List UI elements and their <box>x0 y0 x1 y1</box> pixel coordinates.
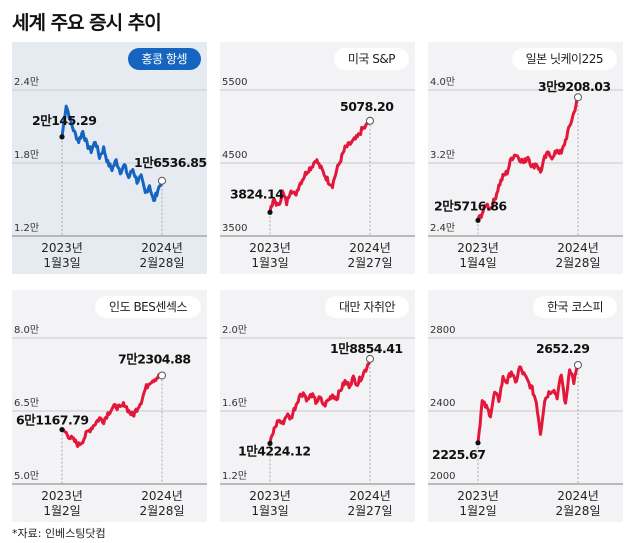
chart-panel: 2.4만 1.8만 1.2만 2만145.29 1만6536.85 2023년 1월3일 20… <box>12 42 207 274</box>
y-tick-label: 2.4만 <box>430 222 455 234</box>
y-tick-label: 2.4만 <box>14 76 39 88</box>
chart-title-pill: 미국 S&P <box>333 48 409 70</box>
end-value-label: 3만9208.03 <box>538 79 611 94</box>
start-value-label: 3824.14 <box>230 186 284 201</box>
y-tick-label: 6.5만 <box>14 397 39 409</box>
y-tick-label: 4.0만 <box>430 76 455 88</box>
y-tick-label: 2.0만 <box>222 324 247 336</box>
chart-panel: 2800 2400 2000 2225.67 2652.29 2023년 1월2일 2024년… <box>428 290 623 522</box>
chart-panel: 4.0만 3.2만 2.4만 2만5716.86 3만9208.03 2023년 1월4일 2… <box>428 42 623 274</box>
chart-title-pill: 일본 닛케이225 <box>511 48 617 70</box>
start-value-label: 2225.67 <box>432 447 485 462</box>
x-date-label: 1월2일 <box>43 504 80 518</box>
series-line <box>61 373 163 449</box>
y-tick-label: 2800 <box>430 325 455 336</box>
y-tick-label: 1.8만 <box>14 149 39 161</box>
x-year-label: 2023년 <box>41 489 83 503</box>
x-date-label: 2월28일 <box>140 256 185 270</box>
chart-panel: 5500 4500 3500 3824.14 5078.20 2023년 1월3일 2024년… <box>220 42 415 274</box>
x-date-label: 1월2일 <box>459 504 496 518</box>
series-line <box>60 104 164 203</box>
end-value-label: 5078.20 <box>340 99 394 114</box>
start-point <box>267 209 273 215</box>
y-tick-label: 1.2만 <box>222 470 247 482</box>
x-date-label: 1월3일 <box>43 256 80 270</box>
y-tick-label: 3500 <box>222 223 247 234</box>
start-value-label: 2만5716.86 <box>434 198 507 213</box>
x-date-label: 2월27일 <box>348 504 393 518</box>
x-date-label: 2월28일 <box>556 504 601 518</box>
y-tick-label: 2400 <box>430 398 455 409</box>
x-year-label: 2024년 <box>349 241 391 255</box>
x-year-label: 2024년 <box>557 489 599 503</box>
y-tick-label: 1.2만 <box>14 222 39 234</box>
end-point <box>574 360 582 369</box>
start-value-label: 1만4224.12 <box>238 443 311 458</box>
chart-panel: 8.0만 6.5만 5.0만 6만1167.79 7만2304.88 2023년 1월2일 2… <box>12 290 207 522</box>
chart-panel: 2.0만 1.6만 1.2만 1만4224.12 1만8854.41 2023년 1월3일 2… <box>220 290 415 522</box>
end-point <box>158 371 166 380</box>
end-point <box>158 176 166 185</box>
series-line <box>476 96 580 221</box>
start-point <box>475 440 481 446</box>
x-year-label: 2023년 <box>41 241 83 255</box>
x-year-label: 2024년 <box>141 241 183 255</box>
chart-title-pill: 홍콩 항셍 <box>127 48 201 70</box>
y-tick-label: 5500 <box>222 77 247 88</box>
start-point <box>59 134 65 140</box>
x-year-label: 2024년 <box>557 241 599 255</box>
x-date-label: 2월28일 <box>556 256 601 270</box>
x-date-label: 1월4일 <box>459 256 496 270</box>
start-point <box>59 427 65 433</box>
x-year-label: 2023년 <box>249 489 291 503</box>
source-note: *자료: 인베스팅닷컴 <box>12 527 106 540</box>
end-point <box>366 354 374 363</box>
chart-title-pill: 대만 자취안 <box>324 296 409 318</box>
series-line <box>476 364 580 443</box>
x-year-label: 2024년 <box>349 489 391 503</box>
start-value-label: 6만1167.79 <box>16 413 89 428</box>
y-tick-label: 4500 <box>222 150 247 161</box>
page-title: 세계 주요 증시 추이 <box>12 12 162 34</box>
x-year-label: 2023년 <box>457 241 499 255</box>
x-date-label: 1월3일 <box>251 256 288 270</box>
x-year-label: 2023년 <box>249 241 291 255</box>
y-tick-label: 1.6만 <box>222 397 247 409</box>
x-date-label: 2월27일 <box>348 256 393 270</box>
end-value-label: 7만2304.88 <box>118 351 191 366</box>
x-date-label: 1월3일 <box>251 504 288 518</box>
end-value-label: 2652.29 <box>536 341 589 356</box>
end-point <box>574 93 582 102</box>
start-value-label: 2만145.29 <box>32 113 96 128</box>
x-year-label: 2024년 <box>141 489 183 503</box>
y-tick-label: 2000 <box>430 471 455 482</box>
end-value-label: 1만6536.85 <box>134 155 207 170</box>
start-point <box>267 440 273 447</box>
y-tick-label: 8.0만 <box>14 324 39 336</box>
end-value-label: 1만8854.41 <box>330 341 403 356</box>
series-line <box>268 358 372 444</box>
series-line <box>268 120 372 213</box>
y-tick-label: 5.0만 <box>14 470 39 482</box>
chart-title-pill: 인도 BES센섹스 <box>95 296 201 318</box>
y-tick-label: 3.2만 <box>430 149 455 161</box>
chart-title-pill: 한국 코스피 <box>532 296 617 318</box>
x-date-label: 2월28일 <box>140 504 185 518</box>
start-point <box>475 217 481 223</box>
end-point <box>366 116 374 125</box>
x-year-label: 2023년 <box>457 489 499 503</box>
